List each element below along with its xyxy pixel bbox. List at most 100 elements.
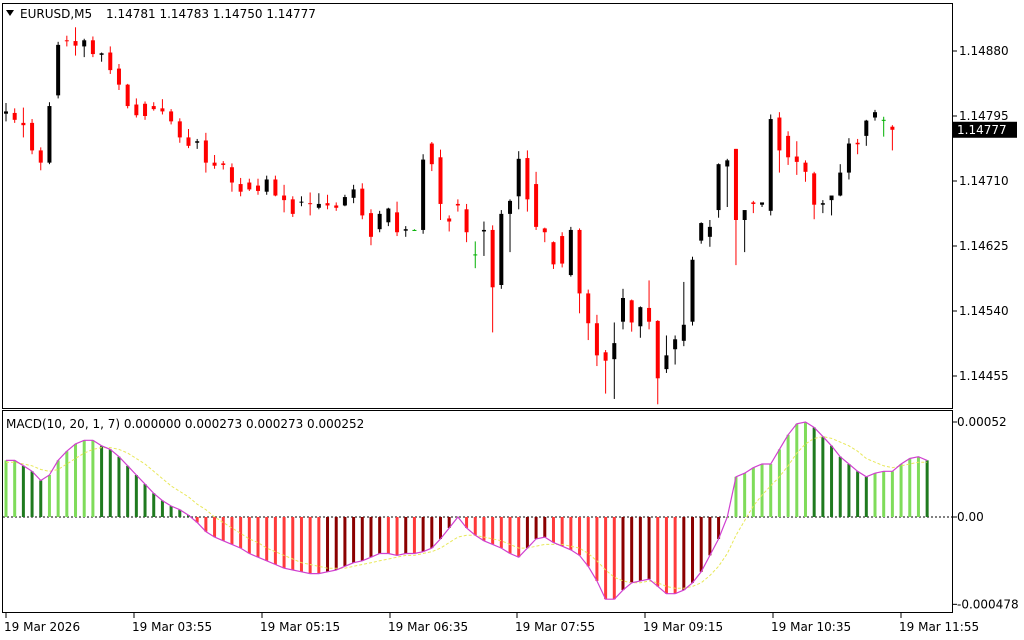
- candle-body: [30, 122, 35, 151]
- price-tick-label: 1.14710: [959, 174, 1009, 188]
- candle-body: [551, 242, 556, 265]
- macd-histogram-bar: [465, 517, 469, 528]
- macd-histogram-bar: [152, 493, 156, 517]
- candle-body: [803, 162, 808, 172]
- macd-histogram-bar: [4, 460, 8, 517]
- candle-body: [699, 223, 704, 241]
- macd-histogram-bar: [734, 476, 738, 517]
- candle-body: [777, 117, 782, 151]
- candle-body: [73, 41, 78, 46]
- macd-histogram-bar: [247, 517, 251, 554]
- candle-body: [47, 106, 52, 163]
- macd-histogram-bar: [447, 517, 451, 528]
- candle-body: [490, 229, 495, 288]
- macd-histogram-bar: [21, 465, 25, 517]
- candle-body: [881, 119, 886, 121]
- candle-body: [403, 229, 408, 231]
- candle-body: [4, 111, 8, 114]
- macd-histogram-bar: [412, 517, 416, 554]
- candle-body: [638, 307, 643, 327]
- time-tick-label: 19 Mar 2026: [4, 620, 80, 634]
- candle-body: [308, 203, 313, 205]
- macd-histogram-bar: [186, 515, 190, 517]
- macd-histogram-bar: [508, 517, 512, 554]
- candle-body: [247, 182, 252, 190]
- macd-histogram-bar: [612, 517, 616, 600]
- macd-lines-layer: [6, 421, 928, 600]
- macd-histogram-bar: [821, 436, 825, 517]
- macd-histogram-bar: [491, 517, 495, 545]
- macd-axis: 0.00052 0.00 -0.000478: [952, 415, 1019, 611]
- macd-histogram-bar: [360, 517, 364, 561]
- macd-histogram-bar: [638, 517, 642, 581]
- candle-body: [368, 213, 373, 237]
- candle-body: [186, 137, 191, 146]
- candle-body: [212, 162, 217, 166]
- macd-histogram-bar: [273, 517, 277, 565]
- macd-histogram-bar: [630, 517, 634, 583]
- macd-histogram-bar: [543, 517, 547, 538]
- candle-body: [760, 202, 765, 205]
- candle-body: [360, 188, 365, 216]
- macd-histogram-bar: [100, 445, 104, 517]
- candle-body: [499, 213, 504, 285]
- time-tick-label: 19 Mar 10:35: [771, 620, 851, 634]
- candle-body: [768, 119, 773, 211]
- macd-histogram-bar: [317, 517, 321, 574]
- candle-body: [733, 148, 738, 220]
- price-tick-label: 1.14540: [959, 304, 1009, 318]
- macd-histogram-bar: [743, 473, 747, 517]
- macd-histogram-bar: [473, 517, 477, 536]
- candle-body: [794, 156, 799, 162]
- macd-histogram-bar: [369, 517, 373, 558]
- macd-histogram-bar: [74, 443, 78, 517]
- time-tick-label: 19 Mar 06:35: [388, 620, 468, 634]
- candle-body: [742, 210, 747, 220]
- macd-histogram-bar: [213, 517, 217, 538]
- macd-histogram-bar: [160, 500, 164, 517]
- candle-body: [160, 108, 165, 112]
- macd-histogram-bar: [65, 451, 69, 517]
- candle-body: [586, 293, 591, 324]
- macd-histogram-bar: [525, 517, 529, 549]
- macd-histogram-bar: [230, 517, 234, 545]
- macd-histogram-bar: [586, 517, 590, 567]
- candle-body: [820, 203, 825, 205]
- macd-histogram-bar: [595, 517, 599, 581]
- candle-body: [890, 126, 895, 130]
- candle-body: [473, 254, 478, 256]
- macd-histogram-bar: [925, 460, 929, 517]
- price-tick-label: 1.14455: [959, 369, 1009, 383]
- macd-histogram-bar: [299, 517, 303, 572]
- macd-histogram-bar: [291, 517, 295, 570]
- candle-body: [542, 228, 547, 233]
- candle-body: [282, 195, 287, 201]
- candle-body: [143, 103, 148, 116]
- macd-histogram-bar: [30, 471, 34, 517]
- macd-histogram-bar: [395, 517, 399, 556]
- macd-histogram-bar: [777, 449, 781, 517]
- candle-body: [786, 135, 791, 158]
- macd-tick-label: 0.00052: [957, 415, 1007, 429]
- candle-body: [838, 172, 843, 196]
- macd-histogram-bar: [908, 458, 912, 517]
- dropdown-triangle-icon[interactable]: [6, 10, 14, 16]
- candle-body: [377, 213, 382, 230]
- candle-body: [447, 218, 452, 222]
- macd-histogram-bar: [265, 517, 269, 561]
- ohlc-values: 1.14781 1.14783 1.14750 1.14777: [106, 7, 316, 21]
- macd-histogram-bar: [343, 517, 347, 567]
- candle-body: [455, 203, 460, 206]
- candle-body: [325, 203, 330, 206]
- price-panel[interactable]: [2, 3, 953, 409]
- candle-body: [560, 236, 565, 264]
- candle-body: [82, 40, 87, 47]
- candle-body: [116, 68, 121, 85]
- macd-histogram-bar: [39, 480, 43, 517]
- macd-histogram-bar: [812, 427, 816, 517]
- macd-histogram-bar: [560, 517, 564, 547]
- macd-panel[interactable]: [2, 410, 953, 613]
- macd-histogram-bar: [830, 445, 834, 517]
- candle-body: [108, 52, 113, 71]
